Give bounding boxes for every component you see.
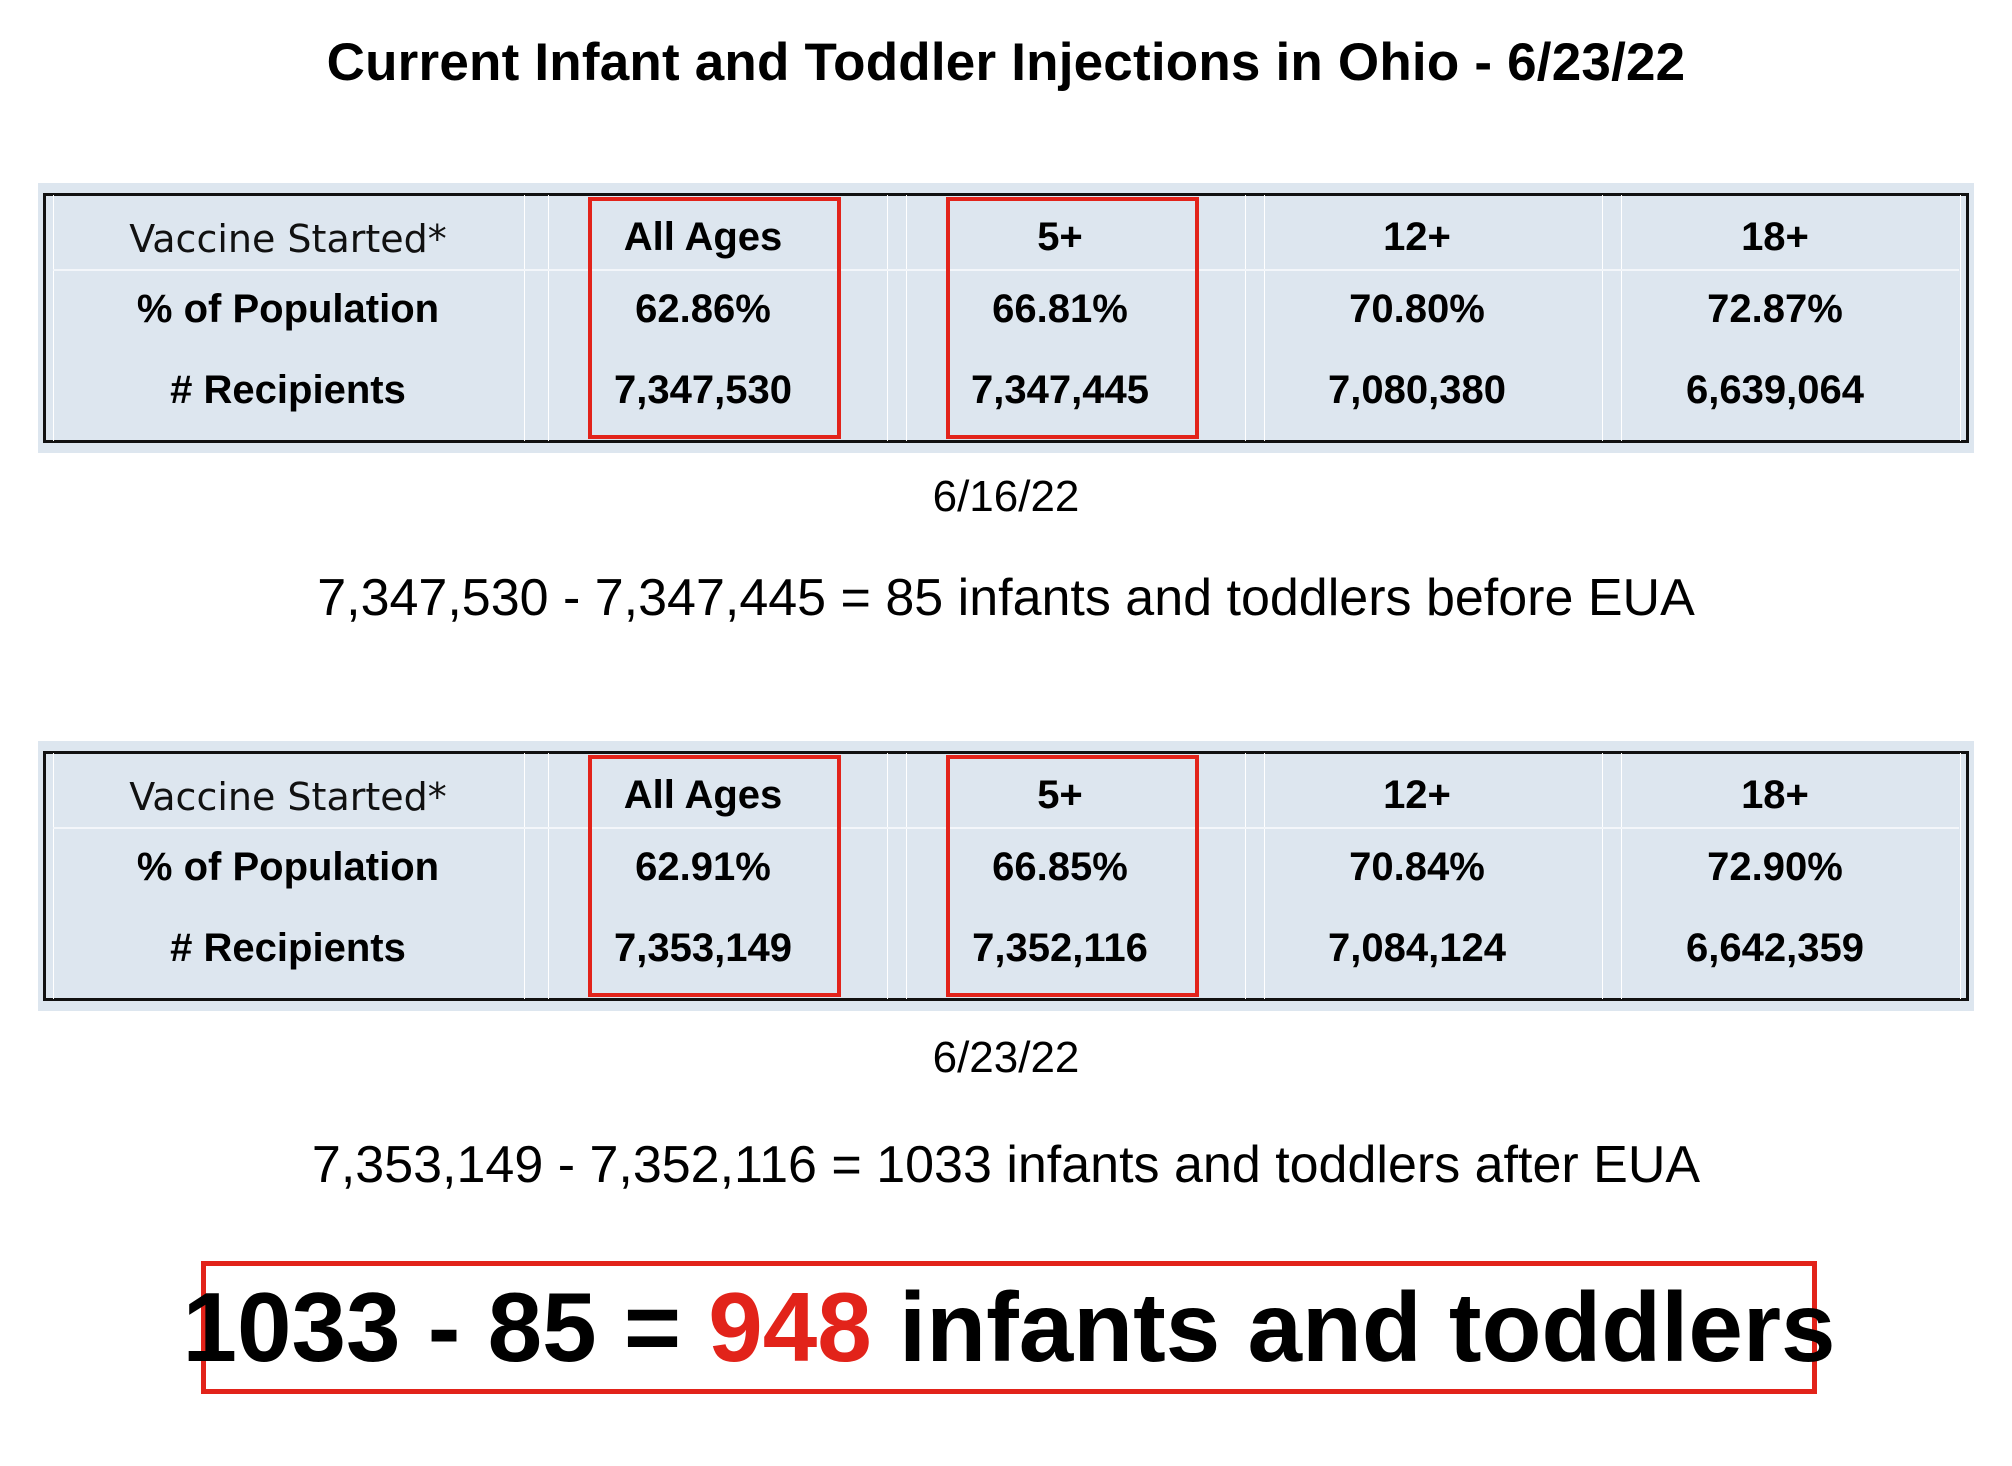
percent-12plus: 70.84% [1349, 845, 1485, 889]
recipients-all-ages: 7,347,530 [614, 368, 792, 412]
recipients-all-ages: 7,353,149 [614, 926, 792, 970]
column-18plus [1621, 195, 1961, 441]
label-column [53, 753, 525, 999]
header-18plus: 18+ [1741, 773, 1809, 817]
column-5plus [906, 753, 1246, 999]
column-12plus [1264, 195, 1603, 441]
calc-after-eua: 7,353,149 - 7,352,116 = 1033 infants and… [311, 1136, 1701, 1194]
page-title: Current Infant and Toddler Injections in… [326, 33, 1686, 92]
vaccine-table-0623: Vaccine Started* % of Population # Recip… [38, 741, 1974, 1011]
calc-before-eua: 7,347,530 - 7,347,445 = 85 infants and t… [317, 569, 1695, 627]
recipients-18plus: 6,639,064 [1686, 368, 1864, 412]
result-value: 948 [708, 1272, 872, 1382]
table2-date: 6/23/22 [932, 1033, 1080, 1082]
recipients-label: # Recipients [170, 368, 406, 412]
percent-label: % of Population [136, 845, 440, 889]
result-suffix: infants and toddlers [871, 1272, 1836, 1382]
recipients-12plus: 7,080,380 [1328, 368, 1506, 412]
recipients-12plus: 7,084,124 [1328, 926, 1506, 970]
vaccine-started-label: Vaccine Started* [129, 217, 447, 261]
highlight-box-all-ages [588, 755, 841, 997]
label-column [53, 195, 525, 441]
recipients-label: # Recipients [170, 926, 406, 970]
percent-all-ages: 62.91% [635, 845, 771, 889]
highlight-box-5plus [946, 197, 1199, 439]
header-12plus: 12+ [1383, 773, 1451, 817]
header-12plus: 12+ [1383, 215, 1451, 259]
header-5plus: 5+ [1037, 773, 1083, 817]
vaccine-table-0616: Vaccine Started* % of Population # Recip… [38, 183, 1974, 453]
table-frame [43, 193, 1969, 443]
table1-date: 6/16/22 [932, 472, 1080, 521]
recipients-18plus: 6,642,359 [1686, 926, 1864, 970]
recipients-5plus: 7,347,445 [971, 368, 1149, 412]
percent-18plus: 72.90% [1707, 845, 1843, 889]
percent-5plus: 66.81% [992, 287, 1128, 331]
table-frame [43, 751, 1969, 1001]
highlight-box-all-ages [588, 197, 841, 439]
column-all-ages [548, 195, 888, 441]
header-all-ages: All Ages [623, 773, 783, 817]
header-all-ages: All Ages [623, 215, 783, 259]
column-5plus [906, 195, 1246, 441]
percent-5plus: 66.85% [992, 845, 1128, 889]
percent-18plus: 72.87% [1707, 287, 1843, 331]
column-all-ages [548, 753, 888, 999]
result-box: 1033 - 85 = 948 infants and toddlers [182, 1261, 1836, 1394]
highlight-box-5plus [946, 755, 1199, 997]
percent-all-ages: 62.86% [635, 287, 771, 331]
recipients-5plus: 7,352,116 [972, 926, 1148, 970]
column-12plus [1264, 753, 1603, 999]
percent-label: % of Population [136, 287, 440, 331]
header-5plus: 5+ [1037, 215, 1083, 259]
header-18plus: 18+ [1741, 215, 1809, 259]
row-divider [53, 269, 1959, 271]
vaccine-started-label: Vaccine Started* [129, 775, 447, 819]
row-divider [53, 827, 1959, 829]
result-prefix: 1033 - 85 = [182, 1272, 709, 1382]
column-18plus [1621, 753, 1961, 999]
percent-12plus: 70.80% [1349, 287, 1485, 331]
